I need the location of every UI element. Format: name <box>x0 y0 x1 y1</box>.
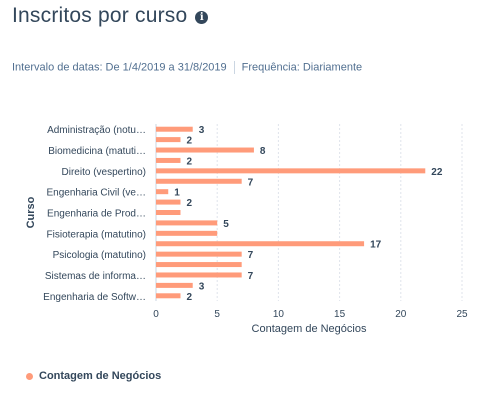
data-label: 7 <box>248 271 254 282</box>
chart-title-text: Inscritos por curso <box>12 4 188 27</box>
x-tick-label: 10 <box>273 309 285 320</box>
data-label: 2 <box>186 198 192 209</box>
bar[interactable] <box>156 126 193 132</box>
y-tick-label: Fisioterapia (matutino) <box>47 229 146 240</box>
legend-label: Contagem de Negócios <box>39 370 162 382</box>
x-tick-label: 0 <box>153 309 159 320</box>
x-tick-label: 20 <box>395 309 407 320</box>
x-tick-label: 15 <box>334 309 346 320</box>
filter-summary: Intervalo de datas: De 1/4/2019 a 31/8/2… <box>12 61 362 74</box>
frequency-text: Frequência: Diariamente <box>241 61 363 74</box>
bar[interactable] <box>156 282 193 288</box>
y-axis-title: Curso <box>25 196 37 228</box>
bar[interactable] <box>156 220 218 226</box>
data-label: 17 <box>370 240 382 251</box>
bar[interactable] <box>156 251 242 257</box>
bar[interactable] <box>156 199 181 205</box>
bar[interactable] <box>156 210 181 215</box>
bar[interactable] <box>156 262 242 268</box>
y-tick-label: Biomedicina (matuti… <box>48 146 146 157</box>
bar[interactable] <box>156 157 181 163</box>
legend-swatch <box>26 372 33 380</box>
y-tick-label: Engenharia Civil (ve… <box>47 188 147 199</box>
bar[interactable] <box>156 241 365 247</box>
data-label: 22 <box>431 167 443 178</box>
y-tick-label: Administração (notu… <box>47 125 146 136</box>
date-range-text: Intervalo de datas: De 1/4/2019 a 31/8/2… <box>12 61 227 74</box>
bar[interactable] <box>156 147 254 153</box>
x-tick-label: 5 <box>214 309 220 320</box>
y-tick-label: Engenharia de Prod… <box>47 209 146 220</box>
data-label: 8 <box>260 146 266 157</box>
bar[interactable] <box>156 293 181 299</box>
data-label: 3 <box>199 281 205 292</box>
data-label: 2 <box>186 292 192 303</box>
data-label: 5 <box>223 219 229 230</box>
bar[interactable] <box>156 168 426 174</box>
info-icon[interactable]: i <box>195 11 209 24</box>
y-tick-label: Sistemas de informa… <box>45 271 146 282</box>
y-tick-label: Engenharia de Softw… <box>43 292 146 303</box>
x-axis-title: Contagem de Negócios <box>252 323 367 335</box>
data-label: 1 <box>174 188 180 199</box>
bar[interactable] <box>156 230 218 236</box>
bar[interactable] <box>156 272 242 278</box>
data-label: 2 <box>186 156 192 167</box>
data-label: 2 <box>186 136 192 147</box>
y-tick-label: Direito (vespertino) <box>62 167 146 178</box>
data-label: 7 <box>248 250 254 261</box>
data-label: 3 <box>199 125 205 136</box>
bar[interactable] <box>156 189 169 195</box>
y-tick-label: Psicologia (matutino) <box>53 250 146 261</box>
chart-title: Inscritos por curso i <box>12 4 209 28</box>
divider <box>233 61 235 74</box>
x-tick-label: 25 <box>456 309 468 320</box>
bar[interactable] <box>156 137 181 143</box>
bar[interactable] <box>156 178 242 184</box>
data-label: 7 <box>248 177 254 188</box>
legend[interactable]: Contagem de Negócios <box>26 370 161 382</box>
